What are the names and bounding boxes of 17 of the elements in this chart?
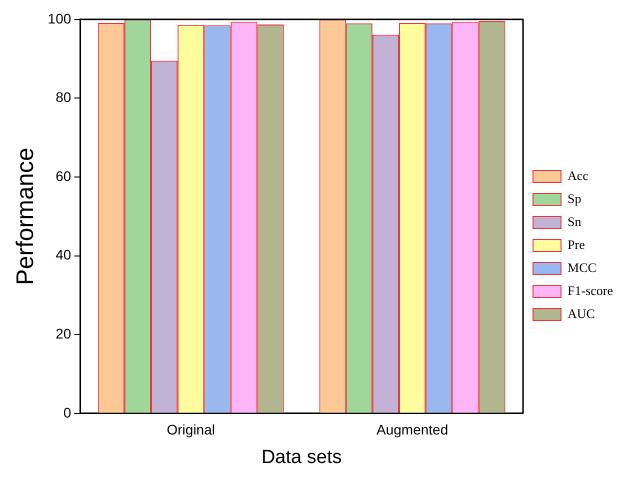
legend-label: Acc [568,168,589,183]
y-tick-label: 0 [63,404,72,420]
legend-label: F1-score [568,282,614,298]
legend-label: MCC [568,260,596,275]
legend-label: Sn [568,214,582,229]
y-tick-label: 20 [56,325,72,342]
y-axis-title: Performance [12,148,40,286]
x-tick-label: Augmented [376,422,448,438]
y-tick-label: 40 [56,246,72,263]
legend-label: Pre [568,236,586,252]
y-tick-label: 60 [56,168,72,184]
y-tick-label: 80 [56,89,72,106]
legend-label: AUC [568,306,595,321]
x-axis-title: Data sets [261,446,342,468]
x-tick-label: Original [166,422,215,438]
y-tick-label: 100 [48,10,72,26]
legend-label: Sp [568,190,582,206]
